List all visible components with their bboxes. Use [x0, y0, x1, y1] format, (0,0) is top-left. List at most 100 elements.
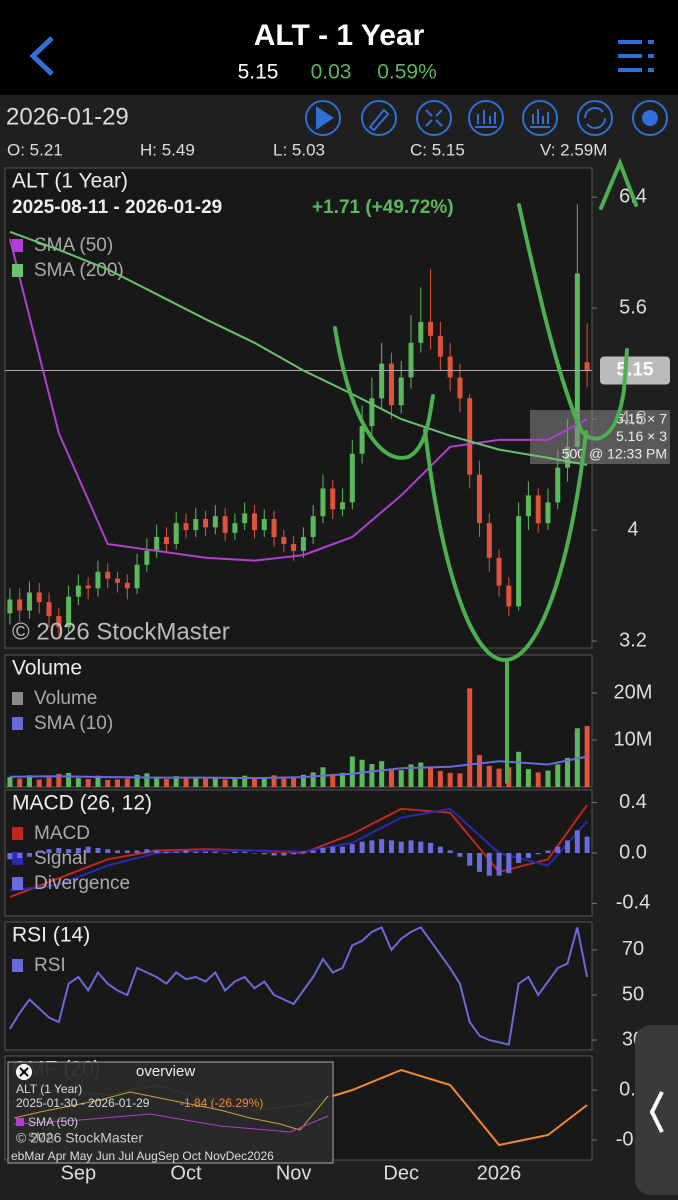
- panel-title: ALT (1 Year): [12, 170, 128, 193]
- x-tick-label: Nov: [276, 1162, 312, 1184]
- legend-swatch: [12, 959, 23, 972]
- panel-frame: [4, 654, 593, 788]
- header-change-pct: 0.59%: [377, 61, 437, 84]
- candle-body: [300, 537, 306, 551]
- panel-frame: [4, 921, 593, 1051]
- volume-bar: [476, 755, 482, 787]
- toolbar-date: 2026-01-29: [6, 103, 129, 130]
- divergence-bar: [154, 850, 160, 853]
- ohlcv-row: O: 5.21 H: 5.49 L: 5.03 C: 5.15 V: 2.59M: [7, 140, 607, 159]
- divergence-bar: [379, 839, 385, 853]
- volume-bar: [66, 772, 72, 787]
- overview-legend: SMA: [28, 1130, 54, 1144]
- volume-bar: [95, 775, 101, 787]
- divergence-bar: [46, 849, 52, 853]
- volume-bar: [271, 775, 277, 787]
- candle-body: [222, 516, 228, 533]
- volume-bar: [496, 768, 502, 787]
- volume-bar: [7, 777, 13, 787]
- volume-bar: [144, 773, 150, 787]
- candle-body: [535, 495, 541, 524]
- divergence-bar: [75, 847, 81, 853]
- divergence-bar: [418, 841, 424, 853]
- divergence-bar: [173, 851, 179, 853]
- candle-body: [388, 363, 394, 406]
- overview-inset[interactable]: overview ALT (1 Year) 2025-01-30 - 2026-…: [7, 1061, 334, 1164]
- candle-body: [486, 523, 492, 558]
- toolbar-icons[interactable]: [305, 100, 668, 136]
- divergence-bar: [388, 840, 394, 853]
- divergence-bar: [17, 853, 23, 859]
- side-handle-tab[interactable]: [635, 1025, 678, 1195]
- divergence-bar: [105, 849, 111, 853]
- volume-bar: [154, 776, 160, 787]
- x-tick-label: Sep: [61, 1162, 97, 1184]
- volume-bar: [75, 778, 81, 787]
- volume-bar: [56, 773, 62, 787]
- volume-bar: [163, 779, 169, 787]
- candle-body: [115, 578, 121, 583]
- legend-swatch: [12, 717, 23, 730]
- header-price: 5.15: [238, 61, 279, 84]
- panel-title: MACD (26, 12): [12, 792, 152, 815]
- back-button[interactable]: [29, 36, 54, 76]
- volume-bar: [173, 776, 179, 787]
- last-price-box: [600, 356, 670, 385]
- volume-bar: [437, 771, 443, 787]
- candle-body: [330, 488, 336, 510]
- y-tick-label: 20M: [614, 681, 653, 703]
- candle-body: [105, 571, 111, 579]
- candle-body: [203, 518, 209, 528]
- volume-bar: [408, 764, 414, 787]
- watermark: © 2026 StockMaster: [12, 618, 230, 645]
- candle-body: [467, 398, 473, 475]
- legend-label: SMA (200): [34, 260, 124, 281]
- legend-label: Volume: [34, 688, 97, 709]
- volume-bar: [535, 772, 541, 787]
- divergence-bar: [291, 853, 297, 855]
- tooltip-line: 5.15 × 7: [616, 411, 667, 427]
- overview-frame: [7, 1061, 334, 1164]
- header-bar: [0, 0, 678, 95]
- header-change: 0.03: [311, 61, 352, 84]
- legend-swatch: [12, 877, 23, 890]
- x-tick-label: 2026: [477, 1162, 522, 1184]
- legend-swatch: [12, 239, 23, 252]
- overlay: overview ALT (1 Year) 2025-01-30 - 2026-…: [7, 157, 678, 1195]
- candle-body: [46, 602, 52, 617]
- divergence-bar: [124, 850, 130, 853]
- divergence-bar: [222, 853, 228, 854]
- candle-body: [232, 523, 238, 533]
- candle-body: [7, 599, 13, 614]
- divergence-bar: [408, 840, 414, 853]
- candle-body: [66, 596, 72, 628]
- volume-bar: [388, 768, 394, 787]
- volume-bar: [545, 770, 551, 787]
- ohlcv-volume: V: 2.59M: [540, 140, 607, 159]
- volume-bar: [36, 779, 42, 787]
- divergence-bar: [330, 846, 336, 853]
- candle-body: [506, 585, 512, 607]
- last-price-label: 5.15: [617, 360, 654, 381]
- divergence-bar: [349, 844, 355, 853]
- divergence-bar: [516, 853, 522, 864]
- volume-bar: [183, 778, 189, 787]
- y-tick-label: 0.0: [619, 841, 647, 863]
- volume-bar: [17, 778, 23, 787]
- menu-button[interactable]: [618, 40, 654, 72]
- volume-bar: [222, 779, 228, 787]
- divergence-bar: [242, 851, 248, 853]
- divergence-bar: [506, 853, 512, 874]
- divergence-bar: [7, 853, 13, 860]
- series-line: [9, 926, 589, 1046]
- candle-body: [242, 513, 248, 524]
- divergence-bar: [193, 851, 199, 853]
- side-handle[interactable]: [635, 1025, 678, 1195]
- volume-bar: [447, 772, 453, 787]
- volume-bar: [291, 776, 297, 787]
- divergence-bar: [300, 851, 306, 853]
- divergence-bar: [26, 853, 32, 857]
- volume-bar: [251, 779, 257, 787]
- volume-bar: [46, 777, 52, 787]
